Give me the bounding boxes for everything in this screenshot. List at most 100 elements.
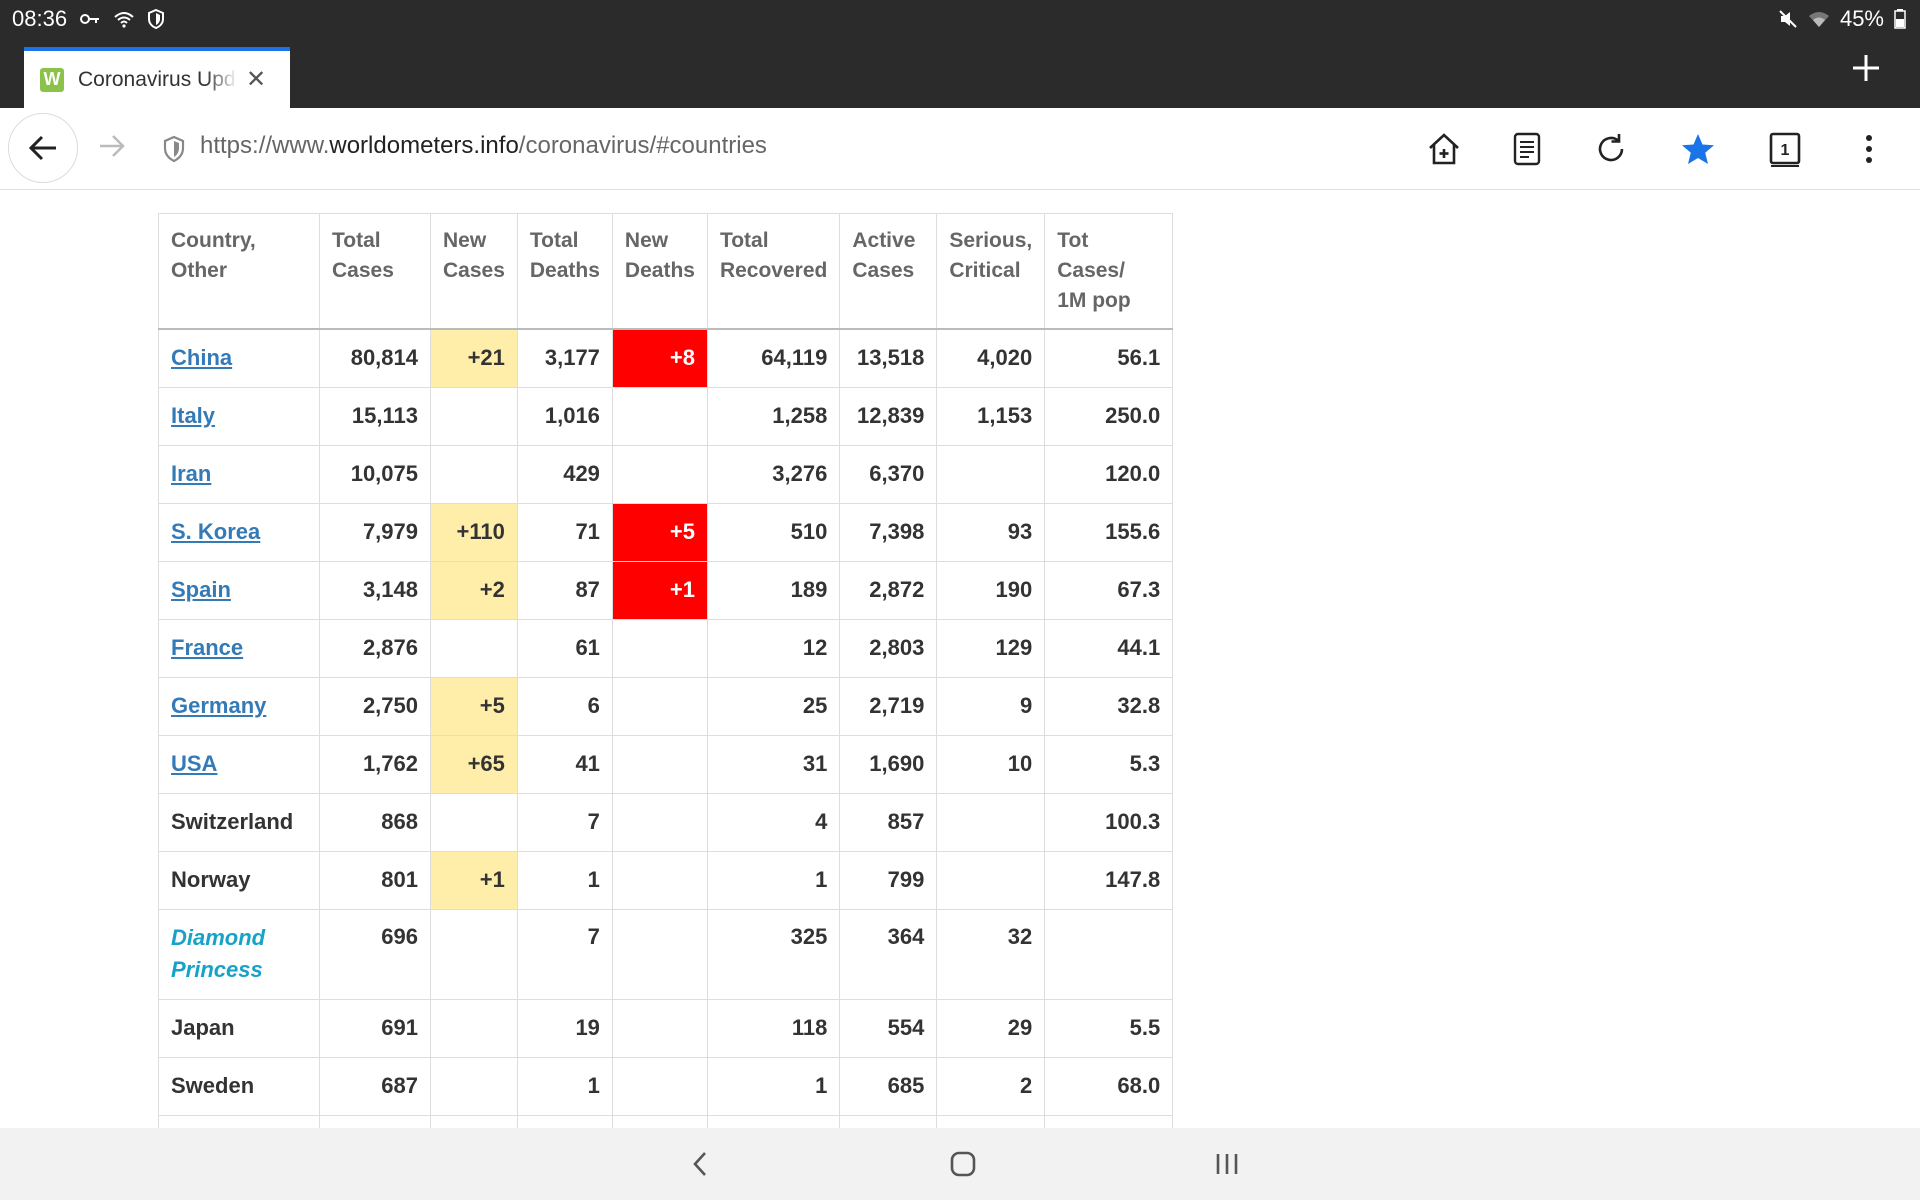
- nav-home-button[interactable]: [941, 1142, 985, 1186]
- browser-tab[interactable]: W Coronavirus Upd ✕: [24, 47, 290, 108]
- cell-new-cases: +65: [430, 734, 518, 794]
- cell-new-deaths: +1: [611, 560, 708, 620]
- header-serious-critical[interactable]: Serious, Critical: [936, 213, 1046, 330]
- header-active-cases[interactable]: Active Cases: [839, 213, 938, 330]
- cell-total-deaths: 7: [516, 908, 613, 1000]
- cell-new-deaths: [611, 792, 708, 852]
- back-button[interactable]: [8, 113, 78, 183]
- header-country[interactable]: Country, Other: [158, 213, 320, 330]
- cell-new-cases: [430, 908, 518, 1000]
- header-total-cases[interactable]: Total Cases: [319, 213, 431, 330]
- nav-home-icon: [950, 1151, 976, 1177]
- cell-total-deaths: 429: [516, 444, 613, 504]
- cell-serious-critical: 190: [936, 560, 1046, 620]
- battery-percent: 45%: [1839, 6, 1884, 31]
- cell-country[interactable]: Germany: [158, 676, 320, 736]
- cell-country[interactable]: France: [158, 618, 320, 678]
- reader-view-button[interactable]: [1506, 128, 1548, 170]
- new-tab-button[interactable]: [1846, 52, 1886, 92]
- bookmark-button[interactable]: [1677, 128, 1719, 170]
- cell-serious-critical: [936, 850, 1046, 910]
- tab-title: Coronavirus Upd: [78, 67, 236, 91]
- url-host: worldometers.info: [329, 132, 519, 159]
- cell-new-cases: [430, 444, 518, 504]
- cell-new-cases: [430, 1056, 518, 1116]
- country-name[interactable]: Diamond Princess: [171, 924, 266, 982]
- country-name[interactable]: Italy: [171, 403, 216, 428]
- cell-new-cases: [430, 386, 518, 446]
- cell-new-deaths: +8: [611, 328, 708, 388]
- header-new-cases[interactable]: New Cases: [430, 213, 518, 330]
- close-tab-icon[interactable]: ✕: [246, 66, 267, 93]
- cell-new-deaths: [611, 386, 708, 446]
- header-total-recovered[interactable]: Total Recovered: [706, 213, 841, 330]
- nav-back-button[interactable]: [678, 1142, 722, 1186]
- shield-icon: [147, 8, 165, 30]
- cell-country[interactable]: Iran: [158, 444, 320, 504]
- reload-button[interactable]: [1590, 128, 1632, 170]
- cell-new-cases: +21: [430, 328, 518, 388]
- table-row: Spain 3,148 +2 87 +1 189 2,872 190 67.3: [158, 560, 1174, 620]
- cell-total-deaths: 71: [516, 502, 613, 562]
- cell-country[interactable]: USA: [158, 734, 320, 794]
- battery-icon: [1894, 8, 1906, 30]
- country-name[interactable]: France: [171, 635, 244, 660]
- cell-new-cases: +1: [430, 850, 518, 910]
- cell-new-deaths: [611, 734, 708, 794]
- header-cases-per-million[interactable]: Tot Cases/1M pop: [1044, 213, 1174, 330]
- country-name[interactable]: USA: [171, 751, 218, 776]
- country-name[interactable]: Germany: [171, 693, 267, 718]
- cell-total-deaths: 1: [516, 1056, 613, 1116]
- cell-country[interactable]: Diamond Princess: [158, 908, 320, 1000]
- header-new-deaths[interactable]: New Deaths: [611, 213, 708, 330]
- cell-cases-per-million: 250.0: [1044, 386, 1174, 446]
- reload-icon: [1598, 134, 1624, 162]
- forward-button[interactable]: [94, 128, 130, 164]
- url-bar[interactable]: https://www.worldometers.info/coronaviru…: [200, 132, 767, 160]
- cell-active-cases: 857: [839, 792, 938, 852]
- cell-total-cases: 674: [319, 1114, 431, 1128]
- country-name: Norway: [171, 867, 251, 892]
- cell-serious-critical: 2: [936, 1056, 1046, 1116]
- country-name: Japan: [171, 1015, 235, 1040]
- cell-total-recovered: 12: [706, 618, 841, 678]
- cell-total-recovered: 3,276: [706, 444, 841, 504]
- nav-back-icon: [693, 1152, 706, 1176]
- home-button[interactable]: [1423, 128, 1465, 170]
- country-name[interactable]: Spain: [171, 577, 231, 602]
- cell-total-cases: 691: [319, 998, 431, 1058]
- cell-country[interactable]: China: [158, 328, 320, 388]
- cell-total-cases: 10,075: [319, 444, 431, 504]
- cell-cases-per-million: 5.3: [1044, 734, 1174, 794]
- cell-new-cases: [430, 998, 518, 1058]
- cell-new-cases: +2: [430, 560, 518, 620]
- site-shield-icon[interactable]: [160, 134, 188, 164]
- nav-recents-button[interactable]: [1205, 1142, 1249, 1186]
- page-content: Country, Other Total Cases New Cases Total D…: [0, 191, 1920, 1128]
- cell-total-deaths: 1,016: [516, 386, 613, 446]
- cell-active-cases: 1,690: [839, 734, 938, 794]
- cell-cases-per-million: 100.3: [1044, 792, 1174, 852]
- table-header-row: Country, Other Total Cases New Cases Total D…: [158, 213, 1174, 330]
- country-name[interactable]: S. Korea: [171, 519, 261, 544]
- clock: 08:36: [12, 6, 68, 31]
- overflow-menu-button[interactable]: [1848, 128, 1890, 170]
- menu-dots-icon: [1866, 135, 1872, 163]
- worldometers-favicon-icon: W: [40, 67, 64, 92]
- cell-total-recovered: 31: [706, 734, 841, 794]
- country-name[interactable]: Iran: [171, 461, 212, 486]
- table-row: S. Korea 7,979 +110 71 +5 510 7,398 93 155.6: [158, 502, 1174, 562]
- cell-serious-critical: 129: [936, 618, 1046, 678]
- cell-total-deaths: 7: [516, 792, 613, 852]
- cell-active-cases: 12,839: [839, 386, 938, 446]
- header-total-deaths[interactable]: Total Deaths: [516, 213, 613, 330]
- cell-total-recovered: 1: [706, 1056, 841, 1116]
- cell-new-deaths: [611, 908, 708, 1000]
- tabs-button[interactable]: 1: [1764, 128, 1806, 170]
- cell-country[interactable]: Italy: [158, 386, 320, 446]
- cell-country[interactable]: S. Korea: [158, 502, 320, 562]
- country-name[interactable]: China: [171, 345, 233, 371]
- cell-country[interactable]: Spain: [158, 560, 320, 620]
- cell-total-cases: 2,876: [319, 618, 431, 678]
- cell-new-deaths: +5: [611, 502, 708, 562]
